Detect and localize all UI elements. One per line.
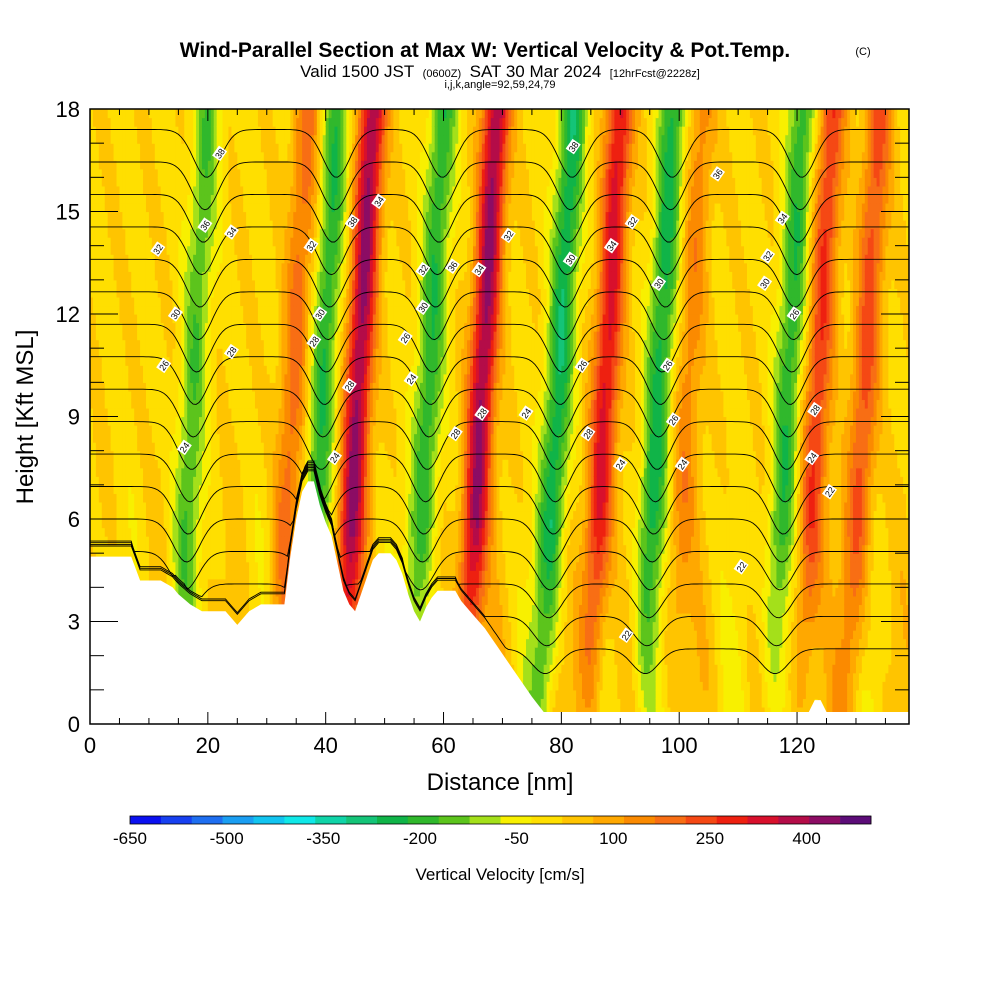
- grid-indices: i,j,k,angle=92,59,24,79: [444, 79, 555, 91]
- forecast-info: [12hrFcst@2228z]: [610, 68, 700, 80]
- chart-title: Wind-Parallel Section at Max W: Vertical…: [180, 39, 791, 62]
- valid-prefix: Valid 1500 JST: [300, 62, 414, 81]
- copyright-mark: (C): [855, 46, 870, 58]
- figure: Wind-Parallel Section at Max W: Vertical…: [0, 0, 1000, 1000]
